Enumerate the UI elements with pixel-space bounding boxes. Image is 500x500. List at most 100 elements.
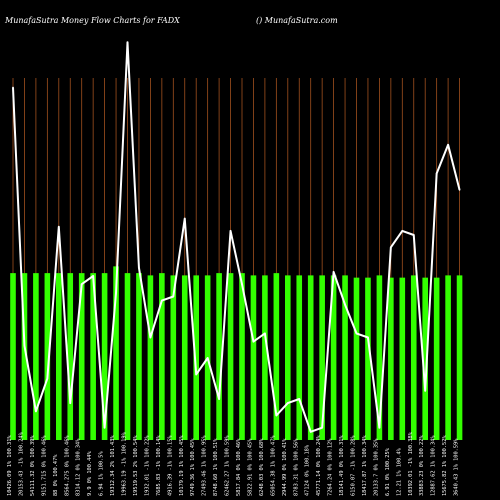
line-point <box>367 336 369 339</box>
bar <box>410 275 417 440</box>
site-credit: () MunafaSutra.com <box>256 16 338 25</box>
bar <box>422 277 428 440</box>
line-point <box>103 426 106 429</box>
bar <box>433 277 440 440</box>
x-tick-label: 18141.49 0% 100.31% <box>339 435 345 496</box>
line-point <box>458 189 461 191</box>
x-tick-label: 20153.43 -1% 100.24% <box>18 431 24 496</box>
x-tick-label: 5822.91 0% 100.45% <box>247 438 253 496</box>
x-tick-label: 3640.43 1% 100.59% <box>454 438 460 496</box>
x-tick-label: 6248.03 0% 100.68% <box>259 438 265 496</box>
x-tick-label: 8748.60 1% 100.51% <box>213 438 219 496</box>
x-tick-label: 18417.87 1% 100.34% <box>362 435 368 496</box>
x-tick-label: 9749.36 1% 100.45% <box>190 438 196 496</box>
bar <box>78 273 85 440</box>
series-line <box>12 41 461 433</box>
line-point <box>80 283 83 286</box>
line-point <box>241 283 243 286</box>
x-tick-label: 6.91 0% 100.25% <box>385 447 391 496</box>
bar <box>307 275 314 440</box>
line-point <box>412 234 415 236</box>
bar <box>67 273 74 440</box>
line-point <box>35 410 37 413</box>
bar <box>239 273 245 440</box>
x-tick-label: 65054.38 1% 100.47% <box>270 435 276 496</box>
x-tick-label: 10179.19 1% 100.45% <box>179 435 185 496</box>
line-point <box>126 41 129 44</box>
line-point <box>229 230 232 232</box>
bar <box>445 275 451 440</box>
line-point <box>447 144 449 146</box>
bar <box>296 275 303 440</box>
x-tick-label: 62462.27 1% 100.59% <box>225 435 231 496</box>
bar <box>113 266 119 440</box>
line-point <box>58 226 60 228</box>
line-point <box>298 398 301 400</box>
x-tick-label: 2944.99 0% 100.41% <box>282 438 288 496</box>
x-tick-label: 10426.09 1% 100.31% <box>7 435 13 496</box>
line-point <box>378 426 381 429</box>
chart-title: MunafaSutra Money Flow Charts for FADX <box>5 16 180 25</box>
x-tick-label: 7264.24 0% 100.12% <box>328 438 334 496</box>
bar <box>250 275 257 440</box>
x-tick-label: 19519.53 2% 100.54% <box>133 435 139 496</box>
x-tick-label: 12.21 1% 100.4% <box>396 447 402 496</box>
line-point <box>161 299 163 302</box>
line-point <box>309 431 312 433</box>
line-point <box>172 295 175 298</box>
bar <box>262 275 268 440</box>
x-tick-label: 33883.23 0% 100.22% <box>419 435 425 496</box>
x-tick-label: 47124 0% 100.18% <box>305 444 311 496</box>
bar <box>181 275 188 440</box>
line-point <box>92 275 94 277</box>
bar <box>33 273 39 440</box>
line-point <box>195 373 197 376</box>
bar <box>90 273 96 440</box>
x-tick-label: 9151.715 0% 100.46% <box>41 435 47 496</box>
bar <box>159 273 165 440</box>
bar <box>273 273 280 440</box>
x-tick-label: 27493.46 1% 100.95% <box>202 435 208 496</box>
line-point <box>390 246 392 249</box>
bar <box>193 275 199 440</box>
bar <box>101 273 108 440</box>
x-tick-label: 88 0% 100.47% <box>53 454 59 496</box>
line-point <box>344 303 346 306</box>
x-tick-label: 4916.39 -1% 100.15% <box>167 435 173 496</box>
x-tick-label: 9.9 0% 100.44% <box>87 451 93 496</box>
x-tick-label: 6.94 1% 100.5% <box>99 451 105 496</box>
bar <box>388 277 394 440</box>
bar <box>285 275 291 440</box>
line-point <box>12 86 14 89</box>
bar <box>10 273 16 440</box>
bar <box>353 277 360 440</box>
line-point <box>183 217 186 220</box>
line-point <box>435 172 438 175</box>
line-point <box>321 426 323 429</box>
x-tick-label: 10392.01 -1% 100.38% <box>408 431 414 496</box>
line-point <box>218 398 220 400</box>
x-tick-label: 19963.19 -1% 100.19% <box>122 431 128 496</box>
bar <box>170 275 177 440</box>
bar <box>376 275 383 440</box>
x-tick-label: 8314.12 0% 100.34% <box>76 438 82 496</box>
x-tick-label: 8564.275 0% 100.46% <box>64 435 70 496</box>
x-tick-label: 12887.62 1% 100.34% <box>431 435 437 496</box>
line-point <box>275 414 278 417</box>
line-point <box>23 344 26 347</box>
bar <box>124 273 131 440</box>
bar <box>365 277 371 440</box>
bar <box>456 275 463 440</box>
x-tick-label: 54111.32 0% 100.39% <box>30 435 36 496</box>
x-tick-label: 19312.34 2% 101.43% <box>110 435 116 496</box>
line-point <box>252 340 255 343</box>
line-point <box>46 377 49 380</box>
bar <box>227 273 234 440</box>
line-point <box>401 230 404 232</box>
x-tick-label: 6150.07 -1% 100.28% <box>351 435 357 496</box>
line-point <box>264 332 266 335</box>
bar <box>399 277 406 440</box>
bar <box>44 273 51 440</box>
x-tick-label: 8783.31 0% 100.56% <box>293 438 299 496</box>
